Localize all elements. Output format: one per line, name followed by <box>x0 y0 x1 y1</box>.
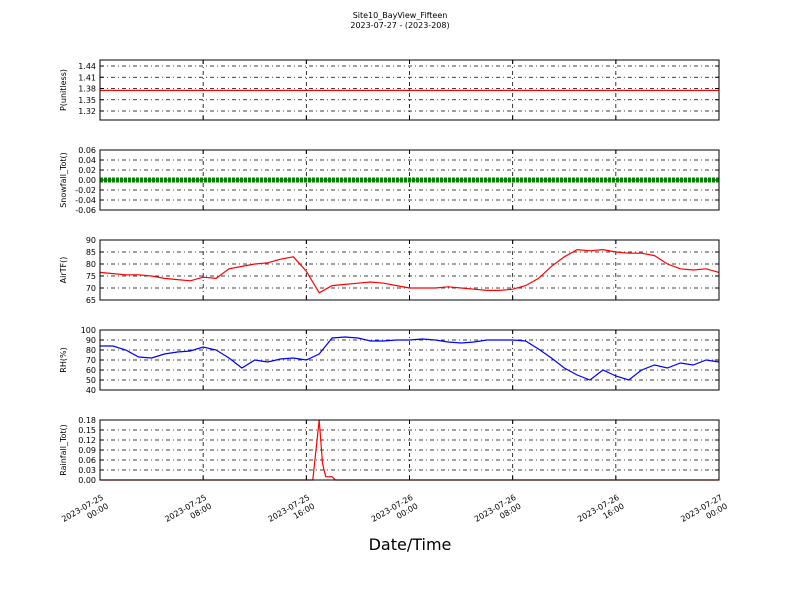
y-tick-label: 1.38 <box>78 85 96 94</box>
y-tick-label: 0.12 <box>78 436 96 445</box>
line-series <box>100 336 720 381</box>
y-tick-label: 1.44 <box>78 62 96 71</box>
y-tick-label: 40 <box>86 386 96 395</box>
y-tick-label: 80 <box>86 346 96 355</box>
y-tick-label: 1.32 <box>78 107 96 116</box>
plot-frame <box>99 419 720 481</box>
y-tick-label: 0.02 <box>78 166 96 175</box>
y-tick-label: 70 <box>86 356 96 365</box>
y-tick-label: 90 <box>86 236 96 245</box>
y-tick-label: 0.18 <box>78 416 96 425</box>
y-tick-label: 75 <box>86 272 96 281</box>
y-tick-label: -0.06 <box>75 206 96 215</box>
y-tick-label: 100 <box>81 326 96 335</box>
y-tick-label: 0.03 <box>78 466 96 475</box>
y-tick-label: 0.06 <box>78 456 96 465</box>
y-axis-label: AirTF() <box>59 257 68 284</box>
y-tick-label: 80 <box>86 260 96 269</box>
y-tick-label: 90 <box>86 336 96 345</box>
line-series <box>99 248 720 294</box>
x-axis-label: Date/Time <box>369 535 452 554</box>
plot-frame <box>99 239 720 301</box>
subtitle: 2023-07-27 - (2023-208) <box>350 21 449 30</box>
y-tick-label: 85 <box>86 248 96 257</box>
y-tick-label: 50 <box>86 376 96 385</box>
y-axis-label: P(unitless) <box>59 69 68 111</box>
y-tick-label: 70 <box>86 284 96 293</box>
y-tick-label: 0.09 <box>78 446 96 455</box>
y-tick-label: 1.41 <box>78 73 96 82</box>
plot-frame <box>99 329 720 391</box>
y-tick-label: 0.00 <box>78 476 96 485</box>
y-tick-label: -0.02 <box>75 186 96 195</box>
y-tick-label: 1.35 <box>78 96 96 105</box>
y-axis-label: Rainfall_Tot() <box>59 424 68 476</box>
y-tick-label: 0.15 <box>78 426 96 435</box>
plot-frame <box>99 59 720 121</box>
y-tick-label: 60 <box>86 366 96 375</box>
line-series <box>100 419 719 481</box>
y-tick-label: 65 <box>86 296 96 305</box>
y-axis-label: Snowfall_Tot() <box>59 152 68 208</box>
y-tick-label: 0.04 <box>78 156 96 165</box>
y-tick-label: 0.00 <box>78 176 96 185</box>
y-axis-label: RH(%) <box>59 347 68 372</box>
title: Site10_BayView_Fifteen <box>353 11 448 20</box>
plot-frame <box>99 149 720 211</box>
y-tick-label: 0.06 <box>78 146 96 155</box>
y-tick-label: -0.04 <box>75 196 96 205</box>
